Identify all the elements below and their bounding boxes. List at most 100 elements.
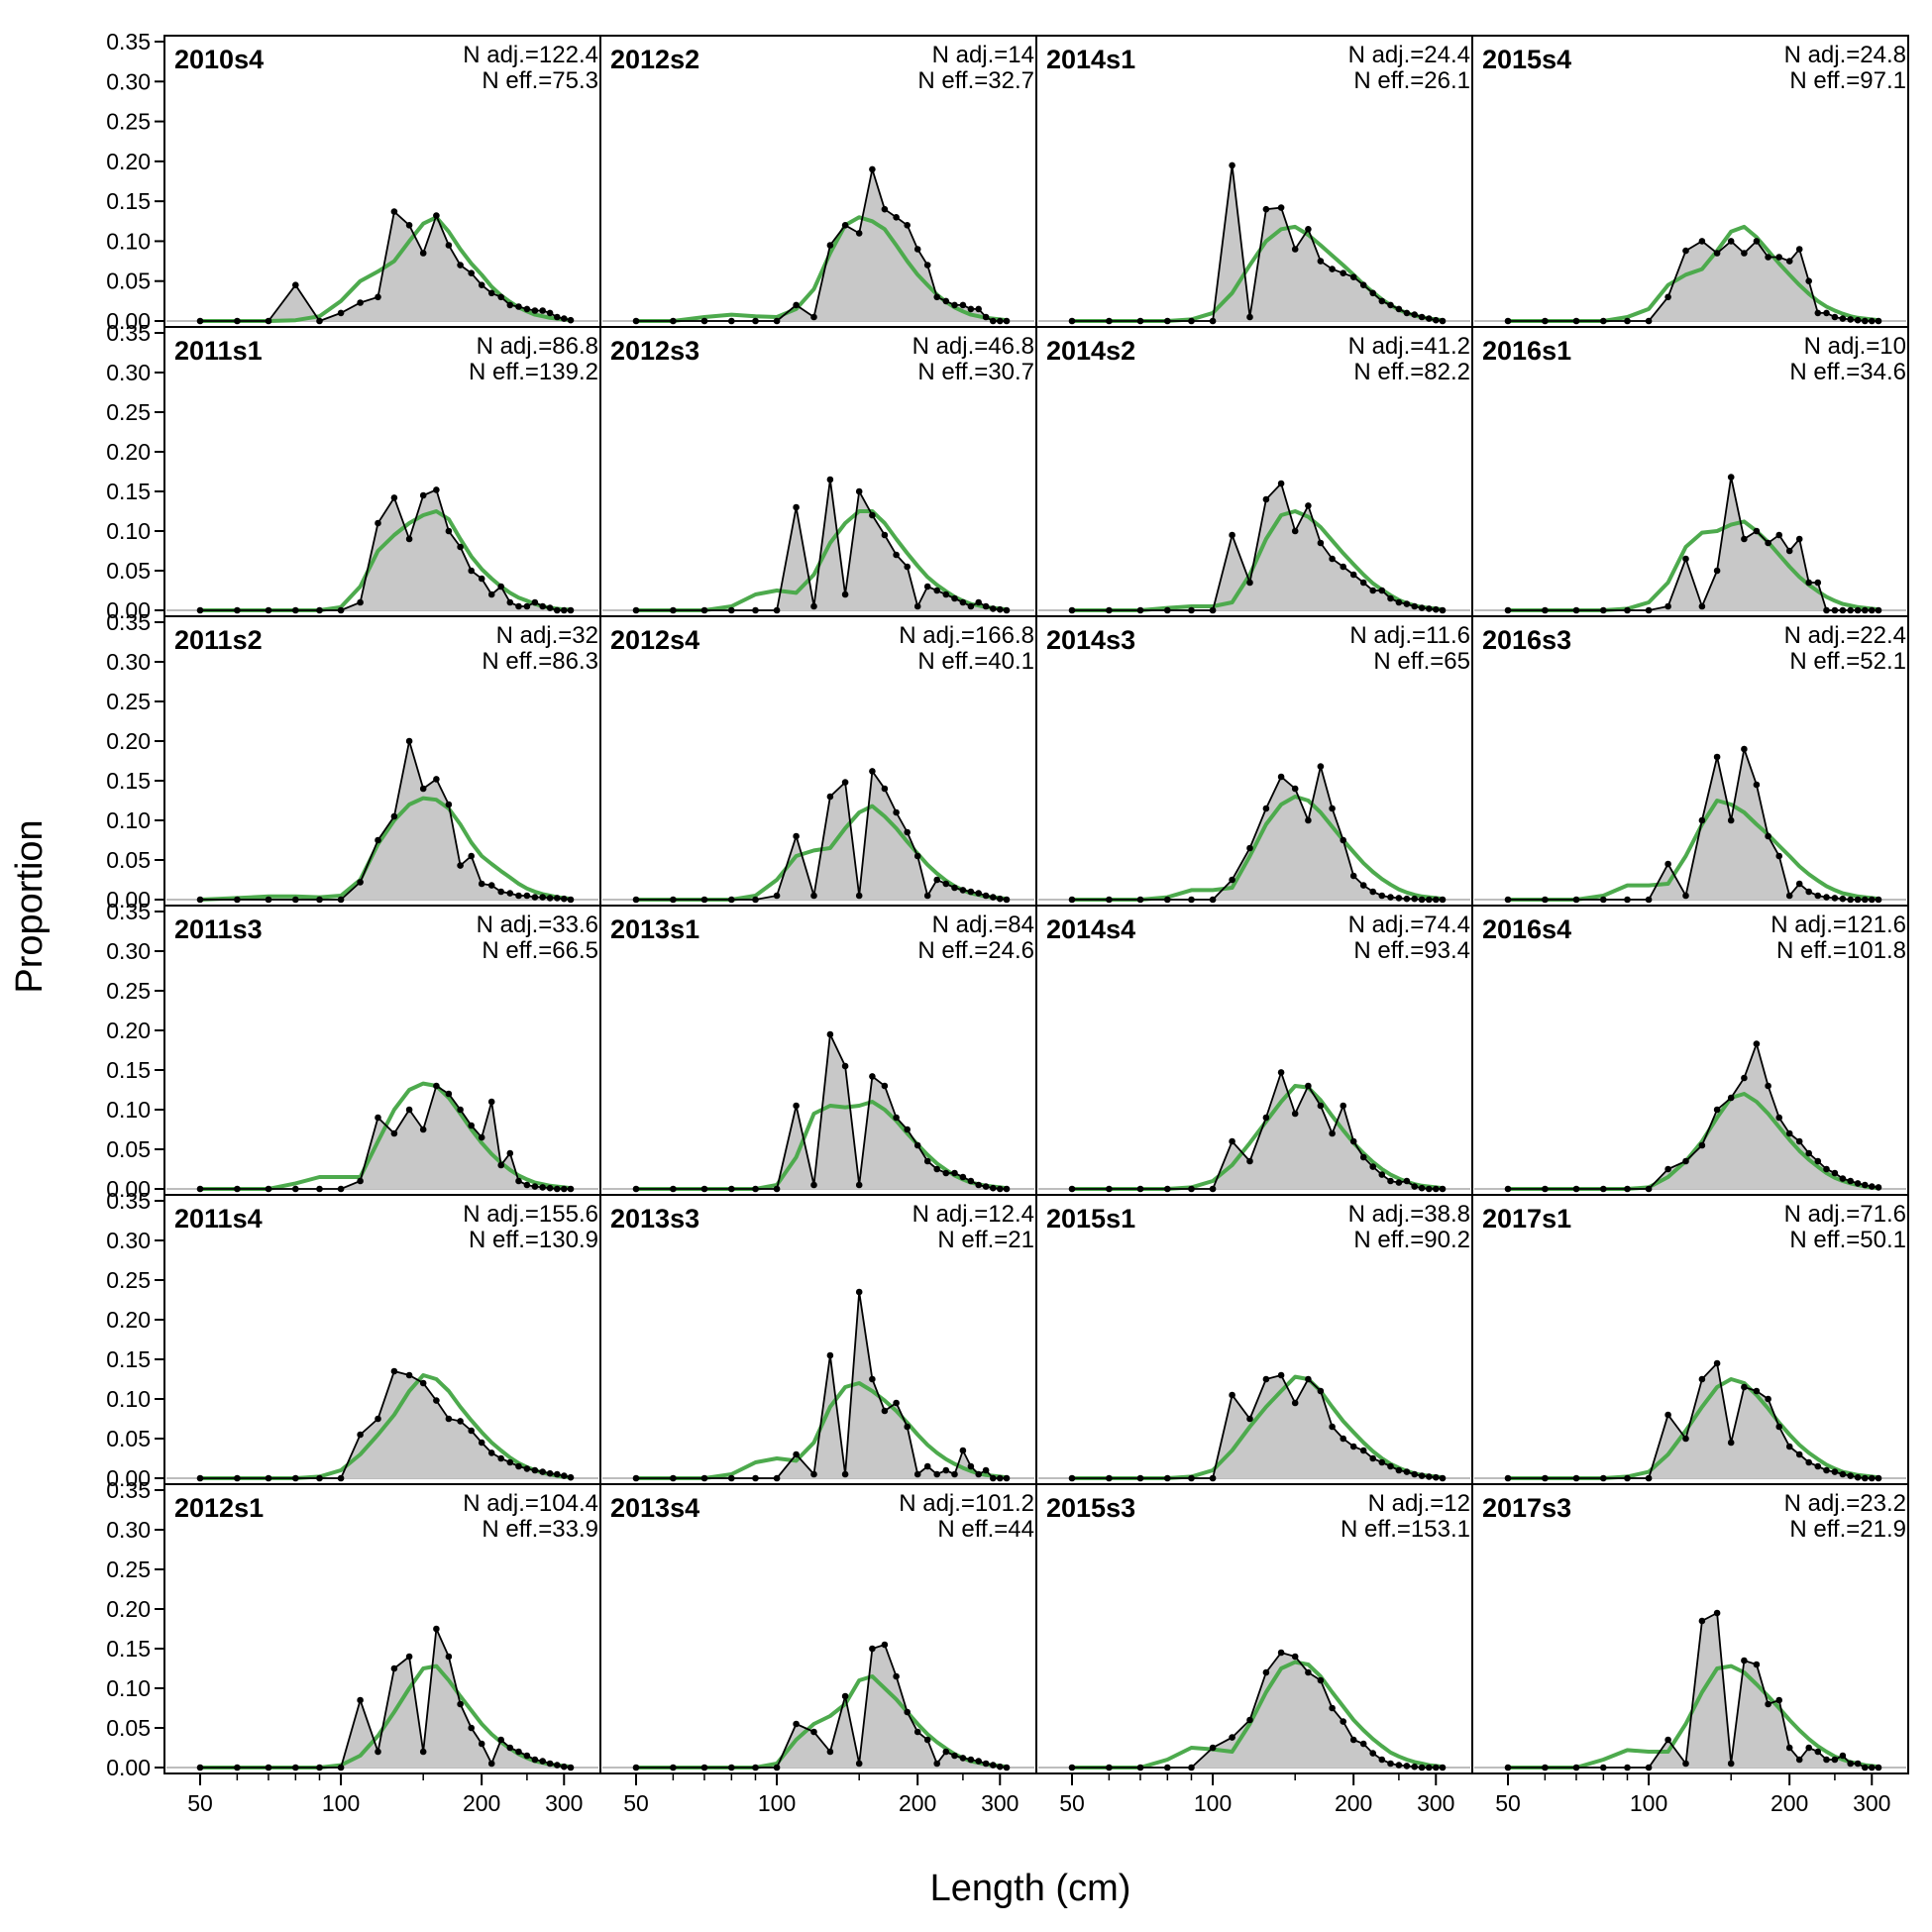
observed-point xyxy=(1359,882,1367,889)
y-tick-label: 0.00 xyxy=(106,1755,151,1780)
n-adj-label: N adj.=86.8 xyxy=(477,333,598,360)
observed-point xyxy=(967,1462,975,1470)
observed-point xyxy=(893,1672,900,1680)
observed-point xyxy=(959,887,967,894)
observed-point xyxy=(1805,277,1812,285)
observed-point xyxy=(1317,763,1325,770)
observed-point xyxy=(445,242,453,249)
observed-point xyxy=(1291,246,1299,253)
observed-point xyxy=(670,317,677,325)
observed-point xyxy=(1753,238,1761,245)
y-tick-label: 0.00 xyxy=(106,597,151,623)
observed-point xyxy=(567,606,575,614)
observed-point xyxy=(1395,895,1403,902)
observed-point xyxy=(546,895,554,902)
observed-point xyxy=(913,1141,921,1149)
observed-point xyxy=(1003,606,1011,614)
observed-area xyxy=(1072,164,1443,321)
y-tick-label: 0.15 xyxy=(106,479,151,504)
observed-point xyxy=(1106,1764,1113,1771)
observed-point xyxy=(292,281,299,289)
observed-point xyxy=(1645,1185,1653,1193)
n-eff-label: N eff.=52.1 xyxy=(1789,648,1906,675)
observed-point xyxy=(975,890,982,897)
observed-point xyxy=(1305,1082,1312,1090)
observed-point xyxy=(632,896,640,904)
expected-line xyxy=(636,509,1008,612)
panel-label: 2012s2 xyxy=(610,45,699,74)
observed-point xyxy=(1795,535,1803,543)
n-eff-label: N eff.=66.5 xyxy=(482,937,598,964)
observed-point xyxy=(1831,1468,1839,1475)
observed-point xyxy=(1775,1114,1782,1122)
observed-point xyxy=(752,1764,759,1771)
panel-2016s3: 2016s3 N adj.=22.4N eff.=52.1 xyxy=(1474,622,1906,904)
observed-point xyxy=(1765,1395,1771,1403)
observed-point xyxy=(265,1474,272,1482)
observed-point xyxy=(1875,606,1882,614)
observed-point xyxy=(951,884,958,892)
observed-point xyxy=(478,1439,485,1447)
observed-point xyxy=(478,880,485,888)
observed-point xyxy=(523,1752,531,1760)
observed-point xyxy=(1378,297,1386,305)
observed-point xyxy=(841,222,849,229)
observed-point xyxy=(1775,531,1782,539)
x-tick-label: 300 xyxy=(981,1790,1019,1816)
observed-point xyxy=(1664,1165,1671,1173)
observed-point xyxy=(951,301,958,309)
observed-point xyxy=(375,1114,381,1122)
observed-point xyxy=(1262,205,1270,213)
observed-area xyxy=(1508,241,1878,321)
observed-point xyxy=(1753,1040,1761,1047)
observed-point xyxy=(1229,1391,1235,1399)
observed-point xyxy=(515,1177,522,1185)
observed-point xyxy=(1426,1185,1433,1193)
observed-point xyxy=(904,222,911,229)
observed-point xyxy=(265,317,272,325)
n-eff-label: N eff.=101.8 xyxy=(1776,937,1906,964)
n-adj-label: N adj.=33.6 xyxy=(477,912,598,938)
observed-point xyxy=(506,1458,514,1466)
observed-point xyxy=(1823,1756,1830,1764)
observed-point xyxy=(923,262,931,268)
observed-point xyxy=(1433,605,1440,613)
observed-point xyxy=(826,793,834,801)
observed-point xyxy=(893,214,900,221)
observed-point xyxy=(1572,1764,1580,1771)
observed-point xyxy=(433,212,440,219)
y-tick-label: 0.20 xyxy=(106,439,151,465)
observed-point xyxy=(1277,204,1285,211)
observed-point xyxy=(1600,317,1607,325)
n-adj-label: N adj.=12 xyxy=(1368,1490,1470,1517)
observed-point xyxy=(1624,896,1631,904)
observed-point xyxy=(904,563,911,571)
panel-2014s2: 2014s2 N adj.=41.2N eff.=82.2 xyxy=(1038,333,1470,614)
observed-point xyxy=(923,1736,931,1744)
observed-point xyxy=(468,269,476,277)
panel-label: 2013s3 xyxy=(610,1204,699,1234)
observed-point xyxy=(1862,1764,1869,1771)
y-tick-label: 0.10 xyxy=(106,518,151,544)
observed-point xyxy=(1403,309,1411,317)
observed-point xyxy=(1277,1371,1285,1379)
n-adj-label: N adj.=84 xyxy=(932,912,1034,938)
observed-point xyxy=(1136,1474,1144,1482)
observed-point xyxy=(975,598,982,606)
observed-point xyxy=(316,606,323,614)
observed-point xyxy=(1823,1466,1830,1474)
observed-point xyxy=(539,307,546,314)
observed-point xyxy=(1805,1149,1812,1157)
observed-point xyxy=(793,301,800,309)
observed-point xyxy=(1439,1764,1447,1771)
observed-point xyxy=(1439,317,1447,325)
observed-point xyxy=(975,305,982,313)
observed-point xyxy=(1875,896,1882,904)
observed-point xyxy=(1753,527,1761,535)
observed-point xyxy=(1805,1744,1812,1752)
observed-point xyxy=(523,1181,531,1189)
observed-point xyxy=(1741,1657,1748,1664)
observed-point xyxy=(959,1755,967,1762)
observed-point xyxy=(810,1728,817,1736)
observed-point xyxy=(1727,816,1735,824)
